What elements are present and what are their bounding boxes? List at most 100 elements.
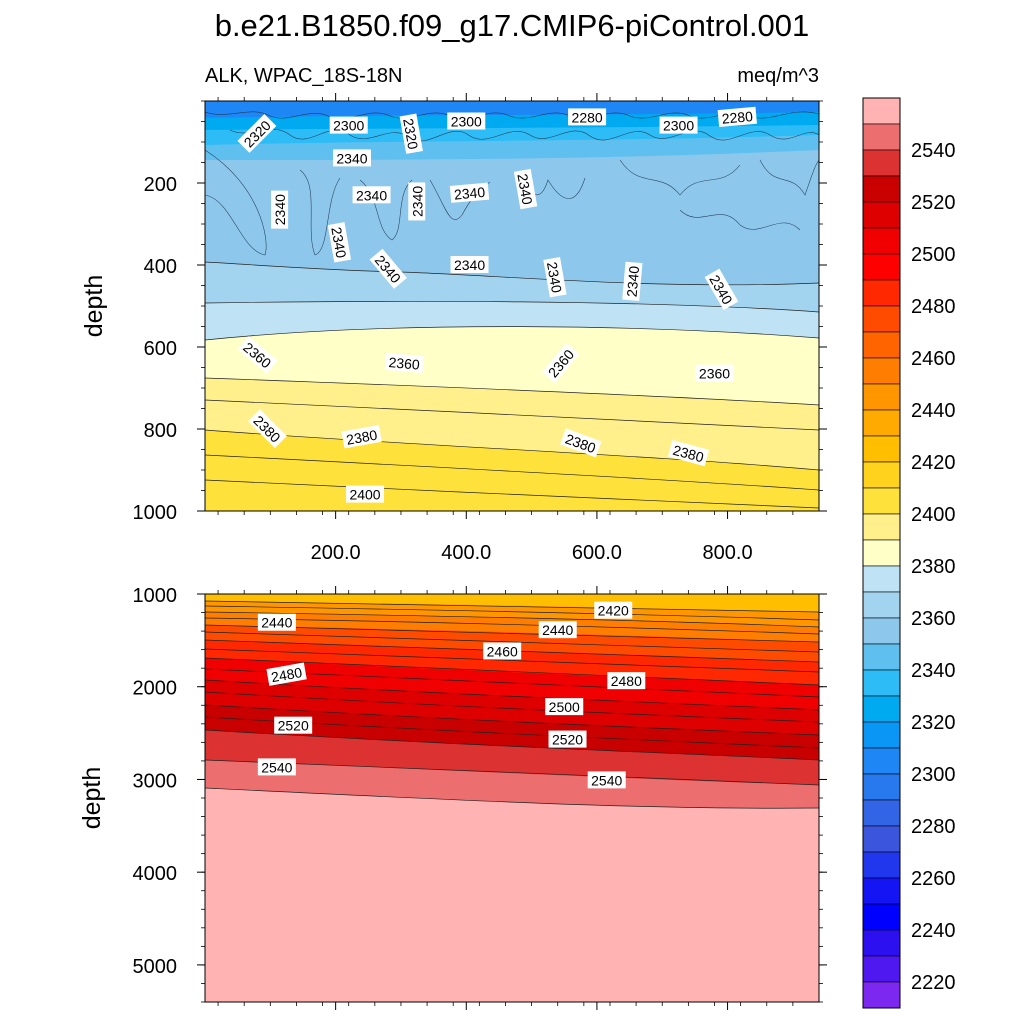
contour-label-text: 2300	[333, 118, 364, 134]
colorbar-label: 2260	[911, 868, 956, 890]
contour-label: 2420	[594, 601, 633, 619]
colorbar-segment	[862, 617, 901, 645]
colorbar-segment	[862, 331, 901, 359]
contour-label-box	[237, 336, 278, 374]
colorbar-label: 2420	[911, 452, 956, 474]
colorbar-frame	[862, 97, 901, 1009]
contour-label: 2520	[274, 716, 313, 734]
contour-label: 2520	[548, 730, 587, 748]
colorbar-segment	[862, 357, 901, 385]
upper-ytick-label: 800	[144, 420, 177, 442]
colorbar-segment	[862, 175, 901, 203]
colorbar-label: 2360	[911, 608, 956, 630]
lower-panel: 1000 2000 3000 4000 5000 2440 2420 2440 2460 248…	[133, 585, 827, 1010]
contour-label-box	[587, 771, 626, 789]
contour-label-text: 2340	[356, 187, 387, 203]
contour-label: 2460	[483, 642, 522, 660]
chart-title: b.e21.B1850.f09_g17.CMIP6-piControl.001	[215, 8, 810, 43]
contour-label: 2380	[667, 439, 710, 467]
contour-label: 2540	[257, 758, 296, 776]
left-subtitle: ALK, WPAC_18S-18N	[205, 65, 403, 87]
colorbar-segment	[862, 643, 901, 671]
contour-label-text: 2340	[272, 194, 288, 225]
colorbar-segment	[862, 565, 901, 593]
contour-label-text: 2420	[598, 603, 629, 619]
contour-label: 2480	[607, 672, 646, 690]
contour-label-box	[717, 106, 757, 128]
upper-contour-lines	[205, 261, 819, 509]
contour-label-text: 2300	[451, 114, 482, 130]
contour-label: 2340	[513, 168, 538, 210]
contour-label: 2340	[450, 256, 489, 273]
contour-label: 2300	[447, 112, 486, 130]
contour-label-box	[341, 425, 382, 449]
contour-label-box	[667, 439, 710, 467]
contour-label: 2300	[659, 116, 698, 134]
contour-label-box	[622, 261, 643, 302]
contour-label-box	[545, 698, 584, 716]
lower-axis-ticks: 1000 2000 3000 4000 5000	[133, 585, 827, 1010]
contour-label: 2440	[257, 613, 296, 631]
xtick-label: 400.0	[441, 542, 491, 564]
contour-label-text: 2320	[400, 117, 421, 151]
colorbar-label: 2220	[911, 972, 956, 994]
contour-label-box	[538, 621, 577, 639]
contour-label: 2340	[271, 190, 289, 229]
contour-label: 2440	[538, 621, 577, 639]
contour-label: 2340	[449, 182, 490, 203]
xtick-label: 200.0	[311, 542, 361, 564]
colorbar-segment	[862, 773, 901, 801]
contour-label-text: 2400	[349, 487, 380, 503]
colorbar-segment	[862, 279, 901, 307]
contour-label-text: 2340	[624, 265, 643, 298]
contour-label-box	[266, 662, 307, 686]
contour-label-text: 2360	[388, 354, 421, 373]
contour-label-box	[695, 364, 734, 382]
contour-label-text: 2280	[721, 108, 754, 127]
colorbar-segment	[862, 253, 901, 281]
lower-contour-labels: 2440 2420 2440 2460 2480 2480 2500 2520 2520 2540…	[257, 601, 646, 789]
colorbar-segment	[862, 877, 901, 905]
contour-label-text: 2540	[591, 772, 622, 788]
colorbar-segment	[862, 305, 901, 333]
contour-label-text: 2440	[542, 622, 573, 638]
upper-ytick-label: 1000	[133, 502, 178, 524]
contour-label-text: 2500	[549, 699, 580, 715]
colorbar-segment	[862, 747, 901, 775]
contour-label-text: 2380	[345, 427, 379, 448]
colorbar-segment	[862, 669, 901, 697]
contour-label: 2340	[543, 257, 567, 298]
lower-ytick-label: 1000	[133, 585, 178, 607]
xtick-label: 800.0	[703, 542, 753, 564]
xtick-label: 600.0	[572, 542, 622, 564]
contour-label-text: 2520	[552, 732, 583, 748]
contour-label-box	[327, 222, 352, 263]
lower-ytick-label: 3000	[133, 770, 178, 792]
contour-label-text: 2540	[261, 759, 292, 775]
contour-label-box	[659, 116, 698, 134]
colorbar-label: 2240	[911, 920, 956, 942]
contour-label-box	[274, 716, 313, 734]
lower-field	[205, 594, 819, 1002]
contour-label-box	[346, 485, 385, 503]
contour-label-text: 2380	[671, 442, 705, 466]
contour-label: 2280	[717, 106, 757, 128]
colorbar-label: 2300	[911, 764, 956, 786]
contour-label-box	[408, 182, 426, 221]
contour-label-box	[332, 149, 371, 167]
contour-label-box	[513, 168, 538, 210]
contour-label: 2280	[568, 108, 607, 126]
contour-label-text: 2340	[328, 226, 349, 260]
contour-label-text: 2340	[514, 172, 535, 206]
contour-label-text: 2480	[270, 664, 304, 685]
contour-label-box	[607, 672, 646, 690]
contour-label: 2300	[329, 116, 368, 134]
colorbar-segment	[862, 591, 901, 619]
colorbar-segment	[862, 981, 901, 1009]
contour-label-text: 2280	[572, 109, 603, 125]
colorbar-segment	[862, 695, 901, 723]
lower-ytick-label: 5000	[133, 956, 178, 978]
contour-label: 2360	[695, 364, 734, 382]
colorbar-label: 2380	[911, 556, 956, 578]
